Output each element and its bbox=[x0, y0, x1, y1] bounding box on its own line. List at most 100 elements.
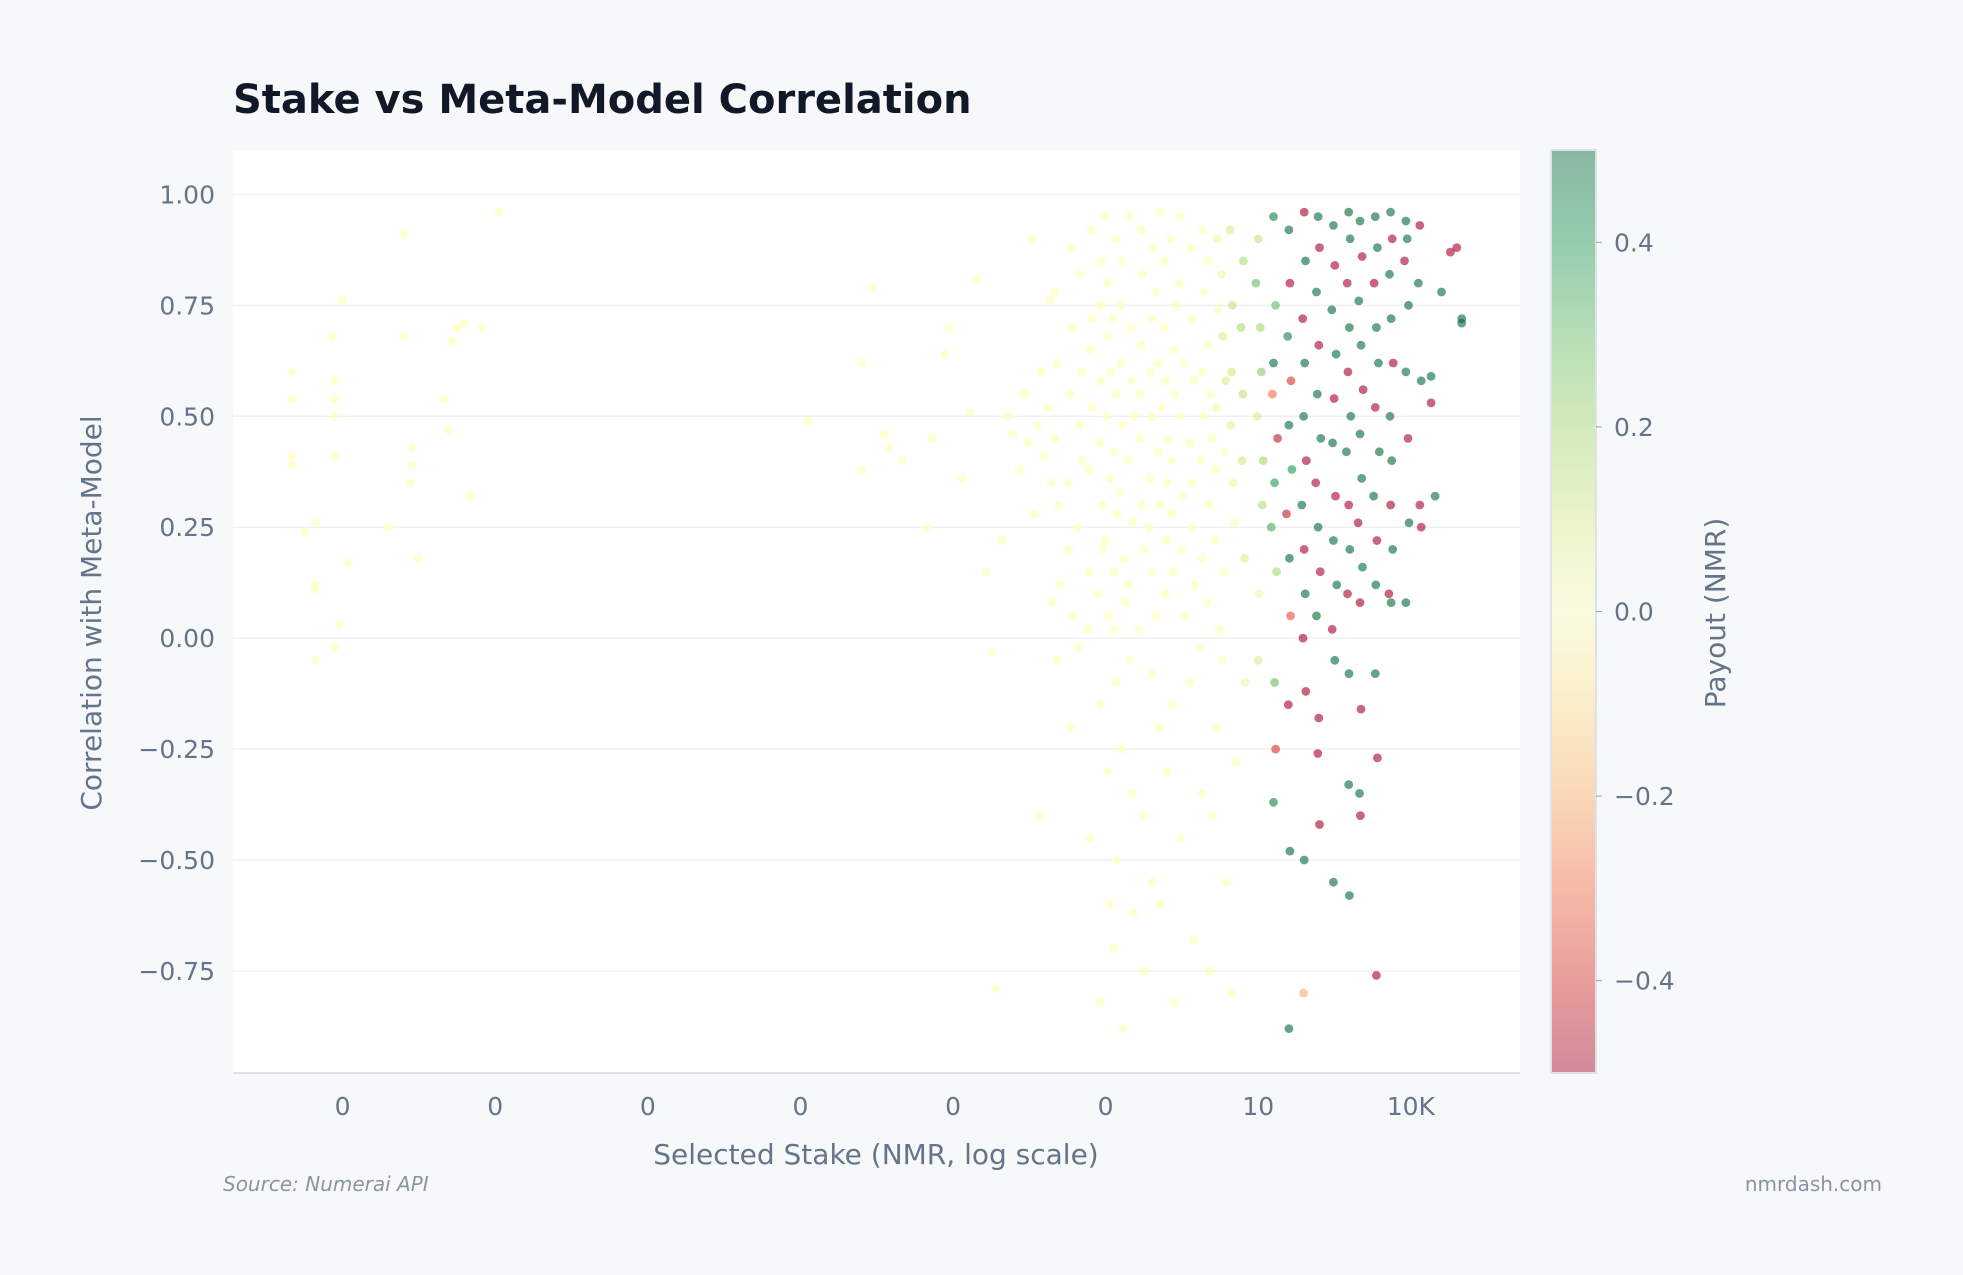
data-point bbox=[1300, 358, 1310, 368]
data-point bbox=[1167, 509, 1177, 519]
data-point bbox=[1037, 367, 1046, 377]
data-point bbox=[1046, 478, 1056, 488]
data-point bbox=[329, 411, 339, 421]
data-point bbox=[1400, 256, 1409, 266]
data-point bbox=[972, 274, 982, 284]
data-point bbox=[1329, 536, 1338, 545]
data-point bbox=[1161, 376, 1170, 386]
data-point bbox=[1346, 411, 1356, 421]
chart-title: Stake vs Meta-Model Correlation bbox=[233, 77, 972, 123]
data-point bbox=[1332, 580, 1342, 590]
y-tick-label: −0.50 bbox=[138, 846, 215, 875]
data-point bbox=[1299, 855, 1309, 865]
data-point bbox=[1301, 256, 1310, 266]
data-point bbox=[300, 527, 310, 536]
data-point bbox=[1315, 567, 1325, 576]
data-point bbox=[338, 296, 347, 306]
source-note: Source: Numerai API bbox=[223, 1172, 429, 1196]
data-point bbox=[1404, 300, 1413, 310]
data-point bbox=[399, 332, 409, 341]
y-tick-label: −0.75 bbox=[138, 957, 215, 986]
data-point bbox=[1199, 287, 1209, 297]
data-point bbox=[1344, 669, 1354, 678]
data-point bbox=[1098, 545, 1108, 554]
data-point bbox=[1187, 314, 1197, 323]
data-point bbox=[1221, 376, 1231, 386]
data-point bbox=[1065, 722, 1075, 732]
data-point bbox=[1117, 744, 1127, 754]
data-point bbox=[1111, 389, 1121, 399]
data-point bbox=[1388, 545, 1398, 554]
data-point bbox=[287, 367, 297, 377]
data-point bbox=[1270, 678, 1279, 687]
data-point bbox=[1156, 900, 1165, 909]
data-point bbox=[1331, 491, 1340, 501]
data-point bbox=[1118, 1024, 1128, 1033]
data-point bbox=[1227, 367, 1236, 377]
data-point bbox=[1269, 797, 1278, 807]
data-point bbox=[1211, 722, 1221, 732]
data-point bbox=[803, 416, 813, 426]
x-tick-label: 0 bbox=[792, 1092, 808, 1121]
data-point bbox=[1126, 376, 1136, 386]
data-point bbox=[1052, 655, 1062, 665]
data-point bbox=[1213, 305, 1223, 315]
colorbar-label: Payout (NMR) bbox=[1699, 518, 1732, 709]
x-tick-label: 10K bbox=[1387, 1092, 1436, 1121]
data-point bbox=[957, 474, 967, 483]
data-point bbox=[1256, 367, 1266, 377]
data-point bbox=[1068, 611, 1078, 621]
data-point bbox=[1353, 518, 1363, 528]
data-point bbox=[1203, 598, 1212, 607]
data-point bbox=[1179, 358, 1188, 368]
data-point bbox=[1452, 243, 1462, 253]
data-point bbox=[384, 522, 393, 532]
data-point bbox=[1315, 820, 1324, 829]
data-point bbox=[1137, 500, 1146, 510]
data-point bbox=[1084, 465, 1093, 474]
data-point bbox=[1299, 411, 1308, 421]
data-point bbox=[1313, 212, 1323, 222]
data-point bbox=[1270, 478, 1279, 488]
data-point bbox=[1266, 522, 1276, 532]
data-point bbox=[857, 465, 867, 474]
data-point bbox=[1354, 296, 1364, 306]
data-point bbox=[1129, 411, 1139, 421]
data-point bbox=[1050, 287, 1060, 297]
data-point bbox=[1401, 367, 1411, 377]
data-point bbox=[1355, 429, 1365, 439]
data-point bbox=[1374, 447, 1384, 457]
x-tick-label: 0 bbox=[1098, 1092, 1114, 1121]
data-point bbox=[1369, 278, 1379, 288]
data-point bbox=[447, 336, 457, 346]
data-point bbox=[1115, 487, 1125, 497]
data-point bbox=[1135, 389, 1145, 399]
data-point bbox=[1285, 846, 1295, 856]
data-point bbox=[1386, 598, 1396, 607]
data-point bbox=[1094, 589, 1103, 599]
data-point bbox=[1003, 411, 1013, 421]
data-point bbox=[1189, 376, 1199, 386]
data-point bbox=[1344, 207, 1354, 217]
data-point bbox=[1177, 545, 1186, 554]
data-point bbox=[1136, 225, 1146, 235]
data-point bbox=[880, 429, 889, 439]
data-point bbox=[1257, 500, 1267, 510]
data-point bbox=[1073, 522, 1082, 532]
data-point bbox=[1138, 811, 1147, 820]
data-point bbox=[1237, 456, 1247, 465]
data-point bbox=[1147, 567, 1157, 576]
data-point bbox=[1282, 509, 1291, 519]
data-point bbox=[1102, 278, 1112, 288]
x-tick-label: 10 bbox=[1242, 1092, 1274, 1121]
data-point bbox=[997, 536, 1006, 545]
data-point bbox=[1226, 420, 1236, 430]
data-point bbox=[1297, 500, 1307, 510]
colorbar-tick-label: 0.4 bbox=[1614, 228, 1654, 257]
data-point bbox=[1301, 687, 1311, 696]
data-point bbox=[1330, 655, 1340, 665]
data-point bbox=[1177, 491, 1187, 501]
data-point bbox=[1345, 891, 1354, 900]
data-point bbox=[399, 229, 409, 239]
data-point bbox=[1063, 478, 1073, 488]
